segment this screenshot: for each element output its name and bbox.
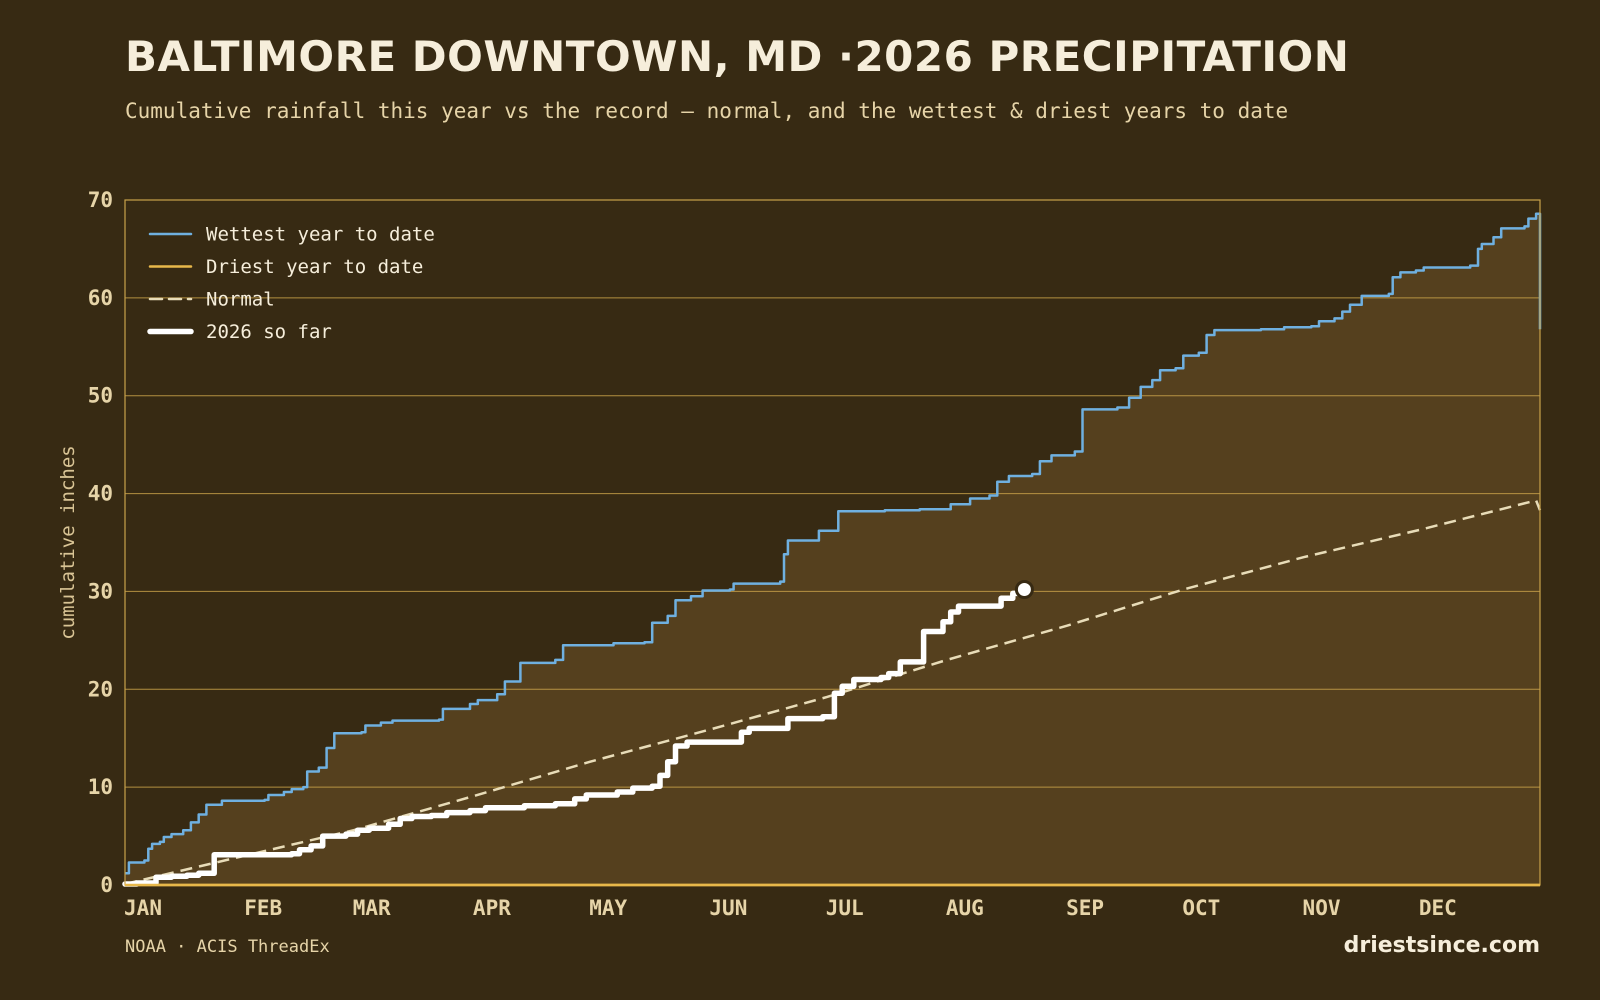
x-tick-label: FEB [244, 896, 282, 920]
y-tick-label: 20 [88, 677, 113, 701]
y-tick-label: 30 [88, 579, 113, 603]
range-fill [125, 213, 1540, 885]
wettest-fill-area [125, 213, 1540, 885]
y-tick-label: 70 [88, 188, 113, 212]
x-tick-label: NOV [1303, 896, 1341, 920]
x-tick-label: APR [473, 896, 511, 920]
x-tick-label: MAY [589, 896, 627, 920]
series-2026-line [122, 586, 1028, 887]
legend-label: 2026 so far [206, 321, 332, 343]
y-tick-label: 50 [88, 384, 113, 408]
x-tick-label: JUL [826, 896, 864, 920]
x-tick-label: DEC [1419, 896, 1457, 920]
legend-label: Wettest year to date [206, 224, 435, 246]
y-tick-label: 60 [88, 286, 113, 310]
page-subtitle: Cumulative rainfall this year vs the rec… [125, 99, 1289, 123]
data-source: NOAA · ACIS ThreadEx [125, 937, 330, 957]
legend-label: Driest year to date [206, 256, 423, 278]
legend-label: Normal [206, 289, 275, 311]
series-wettest-line [125, 212, 1542, 875]
page-title: BALTIMORE DOWNTOWN, MD ·2026 PRECIPITATI… [125, 32, 1350, 81]
y-tick-label: 0 [100, 873, 113, 897]
x-tick-label: SEP [1066, 896, 1104, 920]
x-tick-label: AUG [946, 896, 984, 920]
legend: Wettest year to date Driest year to date N… [147, 224, 435, 343]
site-link[interactable]: driestsince.com [1343, 933, 1540, 958]
x-tick-label: MAR [353, 896, 391, 920]
x-tick-label: JAN [124, 896, 162, 920]
y-axis-ticks: 0 10 20 30 40 50 60 70 [88, 188, 113, 897]
y-axis-label: cumulative inches [57, 445, 79, 639]
x-axis-ticks: JAN FEB MAR APR MAY JUN JUL AUG SEP OCT NOV DEC [124, 896, 1457, 920]
y-tick-label: 10 [88, 775, 113, 799]
series-2026-end-marker [1014, 579, 1034, 599]
y-tick-label: 40 [88, 482, 113, 506]
x-tick-label: OCT [1182, 896, 1220, 920]
plot-frame [124, 199, 1541, 887]
x-tick-label: JUN [709, 896, 747, 920]
